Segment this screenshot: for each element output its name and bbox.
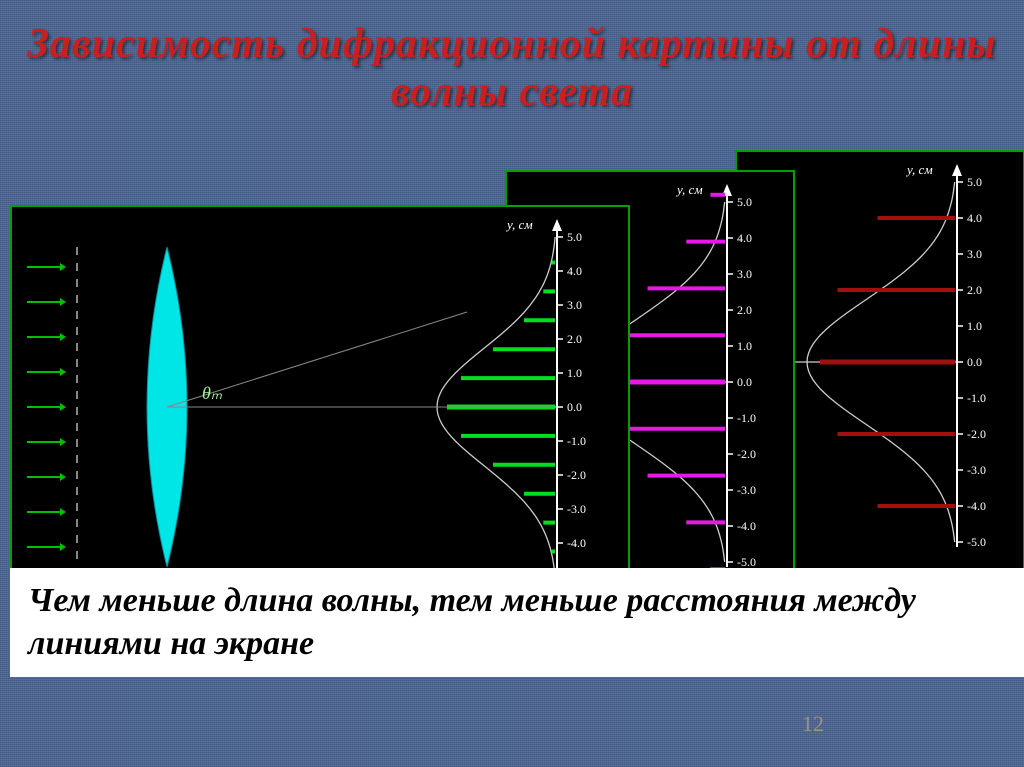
- svg-text:y, см: y, см: [505, 217, 533, 232]
- svg-text:4.0: 4.0: [737, 231, 752, 245]
- svg-text:1.0: 1.0: [737, 339, 752, 353]
- svg-text:-4.0: -4.0: [737, 519, 756, 533]
- svg-text:3.0: 3.0: [567, 298, 582, 312]
- slide-title: Зависимость дифракционной картины от дли…: [0, 20, 1024, 116]
- caption-text: Чем меньше длина волны, тем меньше расст…: [10, 568, 1024, 677]
- svg-text:2.0: 2.0: [567, 332, 582, 346]
- svg-text:1.0: 1.0: [967, 319, 982, 333]
- panel-container: y, см 5.0 4.0 3.0 2.0 1.0 0.0 -1.0 -2.0 -3.0 -4.0 -…: [10, 150, 1024, 600]
- svg-text:0.0: 0.0: [967, 355, 982, 369]
- svg-text:1.0: 1.0: [567, 366, 582, 380]
- svg-text:-1.0: -1.0: [737, 411, 756, 425]
- svg-text:3.0: 3.0: [737, 267, 752, 281]
- svg-text:-4.0: -4.0: [567, 536, 586, 550]
- svg-text:-3.0: -3.0: [737, 483, 756, 497]
- svg-text:-1.0: -1.0: [967, 391, 986, 405]
- svg-text:5.0: 5.0: [737, 195, 752, 209]
- svg-text:-3.0: -3.0: [967, 463, 986, 477]
- panel1-svg: y, см5.04.03.02.01.00.0-1.0-2.0-3.0-4.0-…: [12, 207, 632, 607]
- svg-text:3.0: 3.0: [967, 247, 982, 261]
- svg-text:-3.0: -3.0: [567, 502, 586, 516]
- svg-text:4.0: 4.0: [967, 211, 982, 225]
- svg-text:-1.0: -1.0: [567, 434, 586, 448]
- svg-text:2.0: 2.0: [967, 283, 982, 297]
- svg-text:4.0: 4.0: [567, 264, 582, 278]
- svg-text:y, см: y, см: [905, 162, 933, 177]
- svg-text:5.0: 5.0: [967, 175, 982, 189]
- svg-text:-5.0: -5.0: [737, 555, 756, 569]
- svg-text:θₘ: θₘ: [202, 383, 223, 403]
- svg-text:y, см: y, см: [675, 182, 703, 197]
- svg-text:-4.0: -4.0: [967, 499, 986, 513]
- svg-text:0.0: 0.0: [567, 400, 582, 414]
- page-number: 12: [802, 711, 824, 737]
- svg-text:-5.0: -5.0: [967, 535, 986, 549]
- svg-text:-2.0: -2.0: [967, 427, 986, 441]
- svg-text:5.0: 5.0: [567, 230, 582, 244]
- svg-text:2.0: 2.0: [737, 303, 752, 317]
- svg-text:-2.0: -2.0: [567, 468, 586, 482]
- diffraction-panel-green: y, см5.04.03.02.01.00.0-1.0-2.0-3.0-4.0-…: [10, 205, 630, 605]
- svg-text:0.0: 0.0: [737, 375, 752, 389]
- svg-text:-2.0: -2.0: [737, 447, 756, 461]
